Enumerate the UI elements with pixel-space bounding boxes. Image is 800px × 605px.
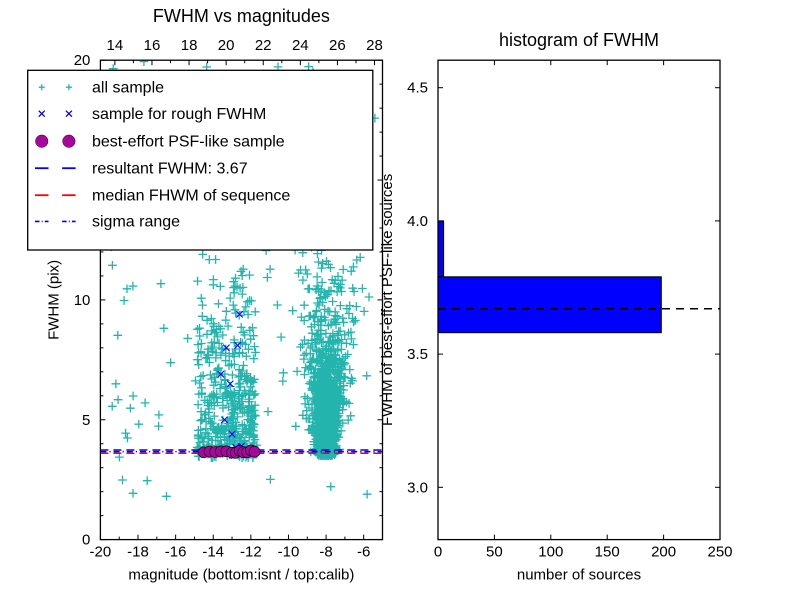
svg-text:20: 20 [74,52,91,69]
svg-text:-18: -18 [127,544,149,561]
svg-text:-6: -6 [357,544,370,561]
svg-text:22: 22 [255,37,272,54]
svg-text:24: 24 [292,37,309,54]
svg-text:4.5: 4.5 [407,80,428,97]
svg-text:20: 20 [218,37,235,54]
svg-text:-8: -8 [319,544,332,561]
svg-text:26: 26 [329,37,346,54]
svg-text:50: 50 [486,544,503,561]
svg-text:0: 0 [434,544,442,561]
svg-text:18: 18 [181,37,198,54]
svg-text:150: 150 [595,544,620,561]
svg-text:sigma range: sigma range [92,214,180,231]
svg-text:best-effort PSF-like sample: best-effort PSF-like sample [92,134,285,151]
svg-text:14: 14 [107,37,124,54]
svg-text:3.0: 3.0 [407,479,428,496]
svg-text:250: 250 [707,544,732,561]
svg-text:FWHM (pix): FWHM (pix) [45,260,62,340]
svg-text:resultant FWHM: 3.67: resultant FWHM: 3.67 [92,161,248,178]
svg-text:number of sources: number of sources [517,567,641,584]
svg-text:all sample: all sample [92,80,164,97]
svg-text:-20: -20 [90,544,112,561]
svg-text:median FHWM of sequence: median FHWM of sequence [92,188,290,205]
svg-text:5: 5 [82,412,90,429]
svg-text:0: 0 [82,532,90,549]
svg-text:FWHM of best-effort PSF-like s: FWHM of best-effort PSF-like sources [379,174,396,426]
svg-text:magnitude (bottom:isnt / top:c: magnitude (bottom:isnt / top:calib) [128,567,354,584]
svg-text:histogram of FWHM: histogram of FWHM [499,30,659,50]
svg-text:100: 100 [538,544,563,561]
svg-text:16: 16 [144,37,161,54]
svg-text:28: 28 [366,37,383,54]
svg-text:4.0: 4.0 [407,213,428,230]
svg-text:3.5: 3.5 [407,346,428,363]
svg-text:FWHM vs magnitudes: FWHM vs magnitudes [153,6,330,26]
svg-text:-10: -10 [278,544,300,561]
svg-text:-16: -16 [165,544,187,561]
svg-text:sample for rough FWHM: sample for rough FWHM [92,106,266,123]
svg-text:-12: -12 [240,544,262,561]
svg-text:-14: -14 [202,544,224,561]
svg-text:200: 200 [651,544,676,561]
svg-text:10: 10 [74,292,91,309]
